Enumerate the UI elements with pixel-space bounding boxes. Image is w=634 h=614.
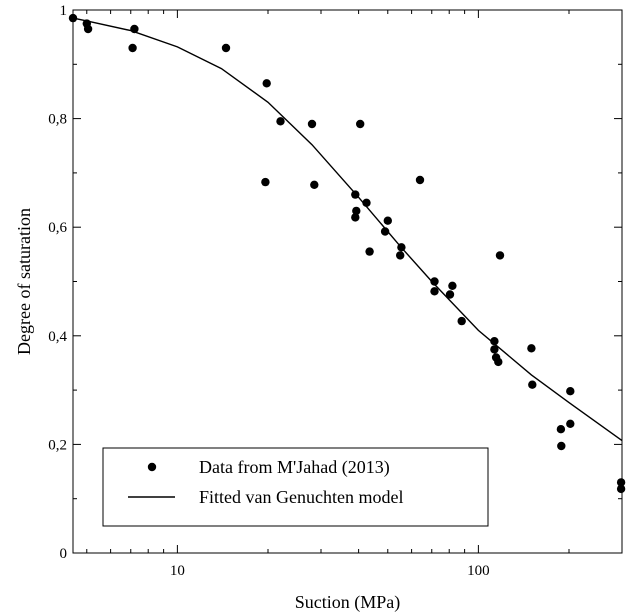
data-point <box>276 117 285 126</box>
data-point <box>566 387 575 396</box>
data-point <box>130 24 139 34</box>
y-tick-label: 0,2 <box>48 437 67 453</box>
data-point <box>556 425 566 434</box>
x-axis-title: Suction (MPa) <box>295 592 401 613</box>
y-tick-label: 0 <box>60 546 68 562</box>
legend-marker-icon <box>147 462 157 472</box>
data-point <box>430 287 439 296</box>
data-point <box>356 119 365 129</box>
data-point <box>616 478 626 487</box>
data-point <box>362 198 371 207</box>
fitted-model-line <box>72 17 623 442</box>
y-tick-label: 0,4 <box>48 329 67 345</box>
x-tick-label: 10 <box>170 563 185 579</box>
data-point <box>445 290 455 299</box>
data-point <box>83 24 93 34</box>
y-tick-label: 1 <box>60 3 68 19</box>
legend-label: Data from M'Jahad (2013) <box>199 457 390 478</box>
data-point <box>448 281 457 290</box>
data-point <box>457 316 466 326</box>
y-tick-label: 0,8 <box>48 112 67 128</box>
data-point <box>310 180 319 189</box>
data-point <box>383 216 392 225</box>
data-point <box>494 357 503 367</box>
data-point <box>307 119 317 129</box>
data-layer <box>68 13 626 494</box>
data-point <box>490 345 499 354</box>
x-tick-label: 100 <box>467 563 490 579</box>
data-point <box>616 484 626 494</box>
data-point <box>495 251 505 260</box>
data-point <box>261 177 270 187</box>
data-point <box>396 251 405 260</box>
data-point <box>380 227 390 236</box>
legend: Data from M'Jahad (2013) Fitted van Genuc… <box>102 447 489 527</box>
data-point <box>527 344 536 353</box>
data-point <box>351 190 360 199</box>
data-point <box>351 213 360 222</box>
data-point <box>566 419 575 428</box>
legend-label: Fitted van Genuchten model <box>199 487 403 507</box>
data-point <box>397 243 406 252</box>
data-point <box>415 175 425 185</box>
data-point <box>490 337 499 346</box>
data-point <box>128 43 137 53</box>
y-tick-label: 0,6 <box>48 220 67 236</box>
data-point <box>557 441 566 451</box>
y-axis-title: Degree of saturation <box>14 208 34 355</box>
legend-box <box>102 447 489 527</box>
axes-layer: 0 0,2 0,4 0,6 0,8 1 10 100 <box>48 3 623 579</box>
data-point <box>262 79 271 88</box>
data-point <box>352 206 361 216</box>
data-point <box>221 43 231 53</box>
data-point <box>430 277 439 286</box>
data-point <box>528 380 537 389</box>
data-point <box>365 247 374 256</box>
